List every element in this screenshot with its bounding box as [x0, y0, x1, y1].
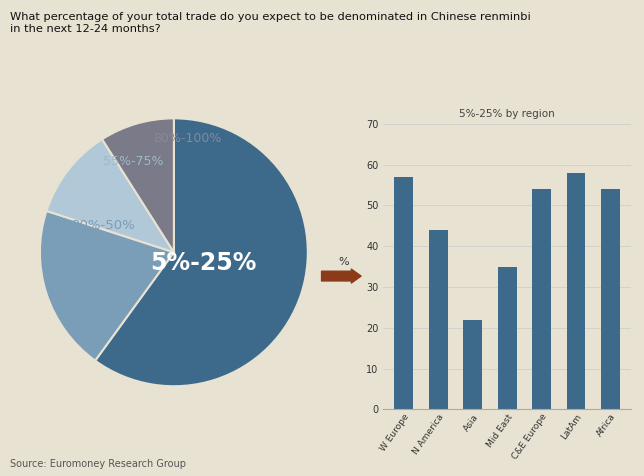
Text: 55%-75%: 55%-75%	[104, 155, 164, 168]
Bar	[498, 267, 516, 409]
Bar	[394, 177, 413, 409]
Text: 5%-25%: 5%-25%	[150, 251, 256, 275]
Wedge shape	[46, 139, 174, 252]
Wedge shape	[102, 119, 174, 252]
Bar	[532, 189, 551, 409]
Bar	[601, 189, 620, 409]
Text: Source: Euromoney Research Group: Source: Euromoney Research Group	[10, 459, 185, 469]
Bar	[567, 173, 585, 409]
Wedge shape	[95, 119, 308, 386]
Text: What percentage of your total trade do you expect to be denominated in Chinese r: What percentage of your total trade do y…	[10, 12, 531, 33]
Bar	[429, 230, 448, 409]
Title: 5%-25% by region: 5%-25% by region	[459, 109, 555, 119]
Text: 80%-100%: 80%-100%	[153, 132, 222, 145]
Text: 30%-50%: 30%-50%	[72, 219, 136, 232]
Wedge shape	[40, 211, 174, 361]
Bar	[463, 319, 482, 409]
Y-axis label: %: %	[338, 257, 349, 267]
